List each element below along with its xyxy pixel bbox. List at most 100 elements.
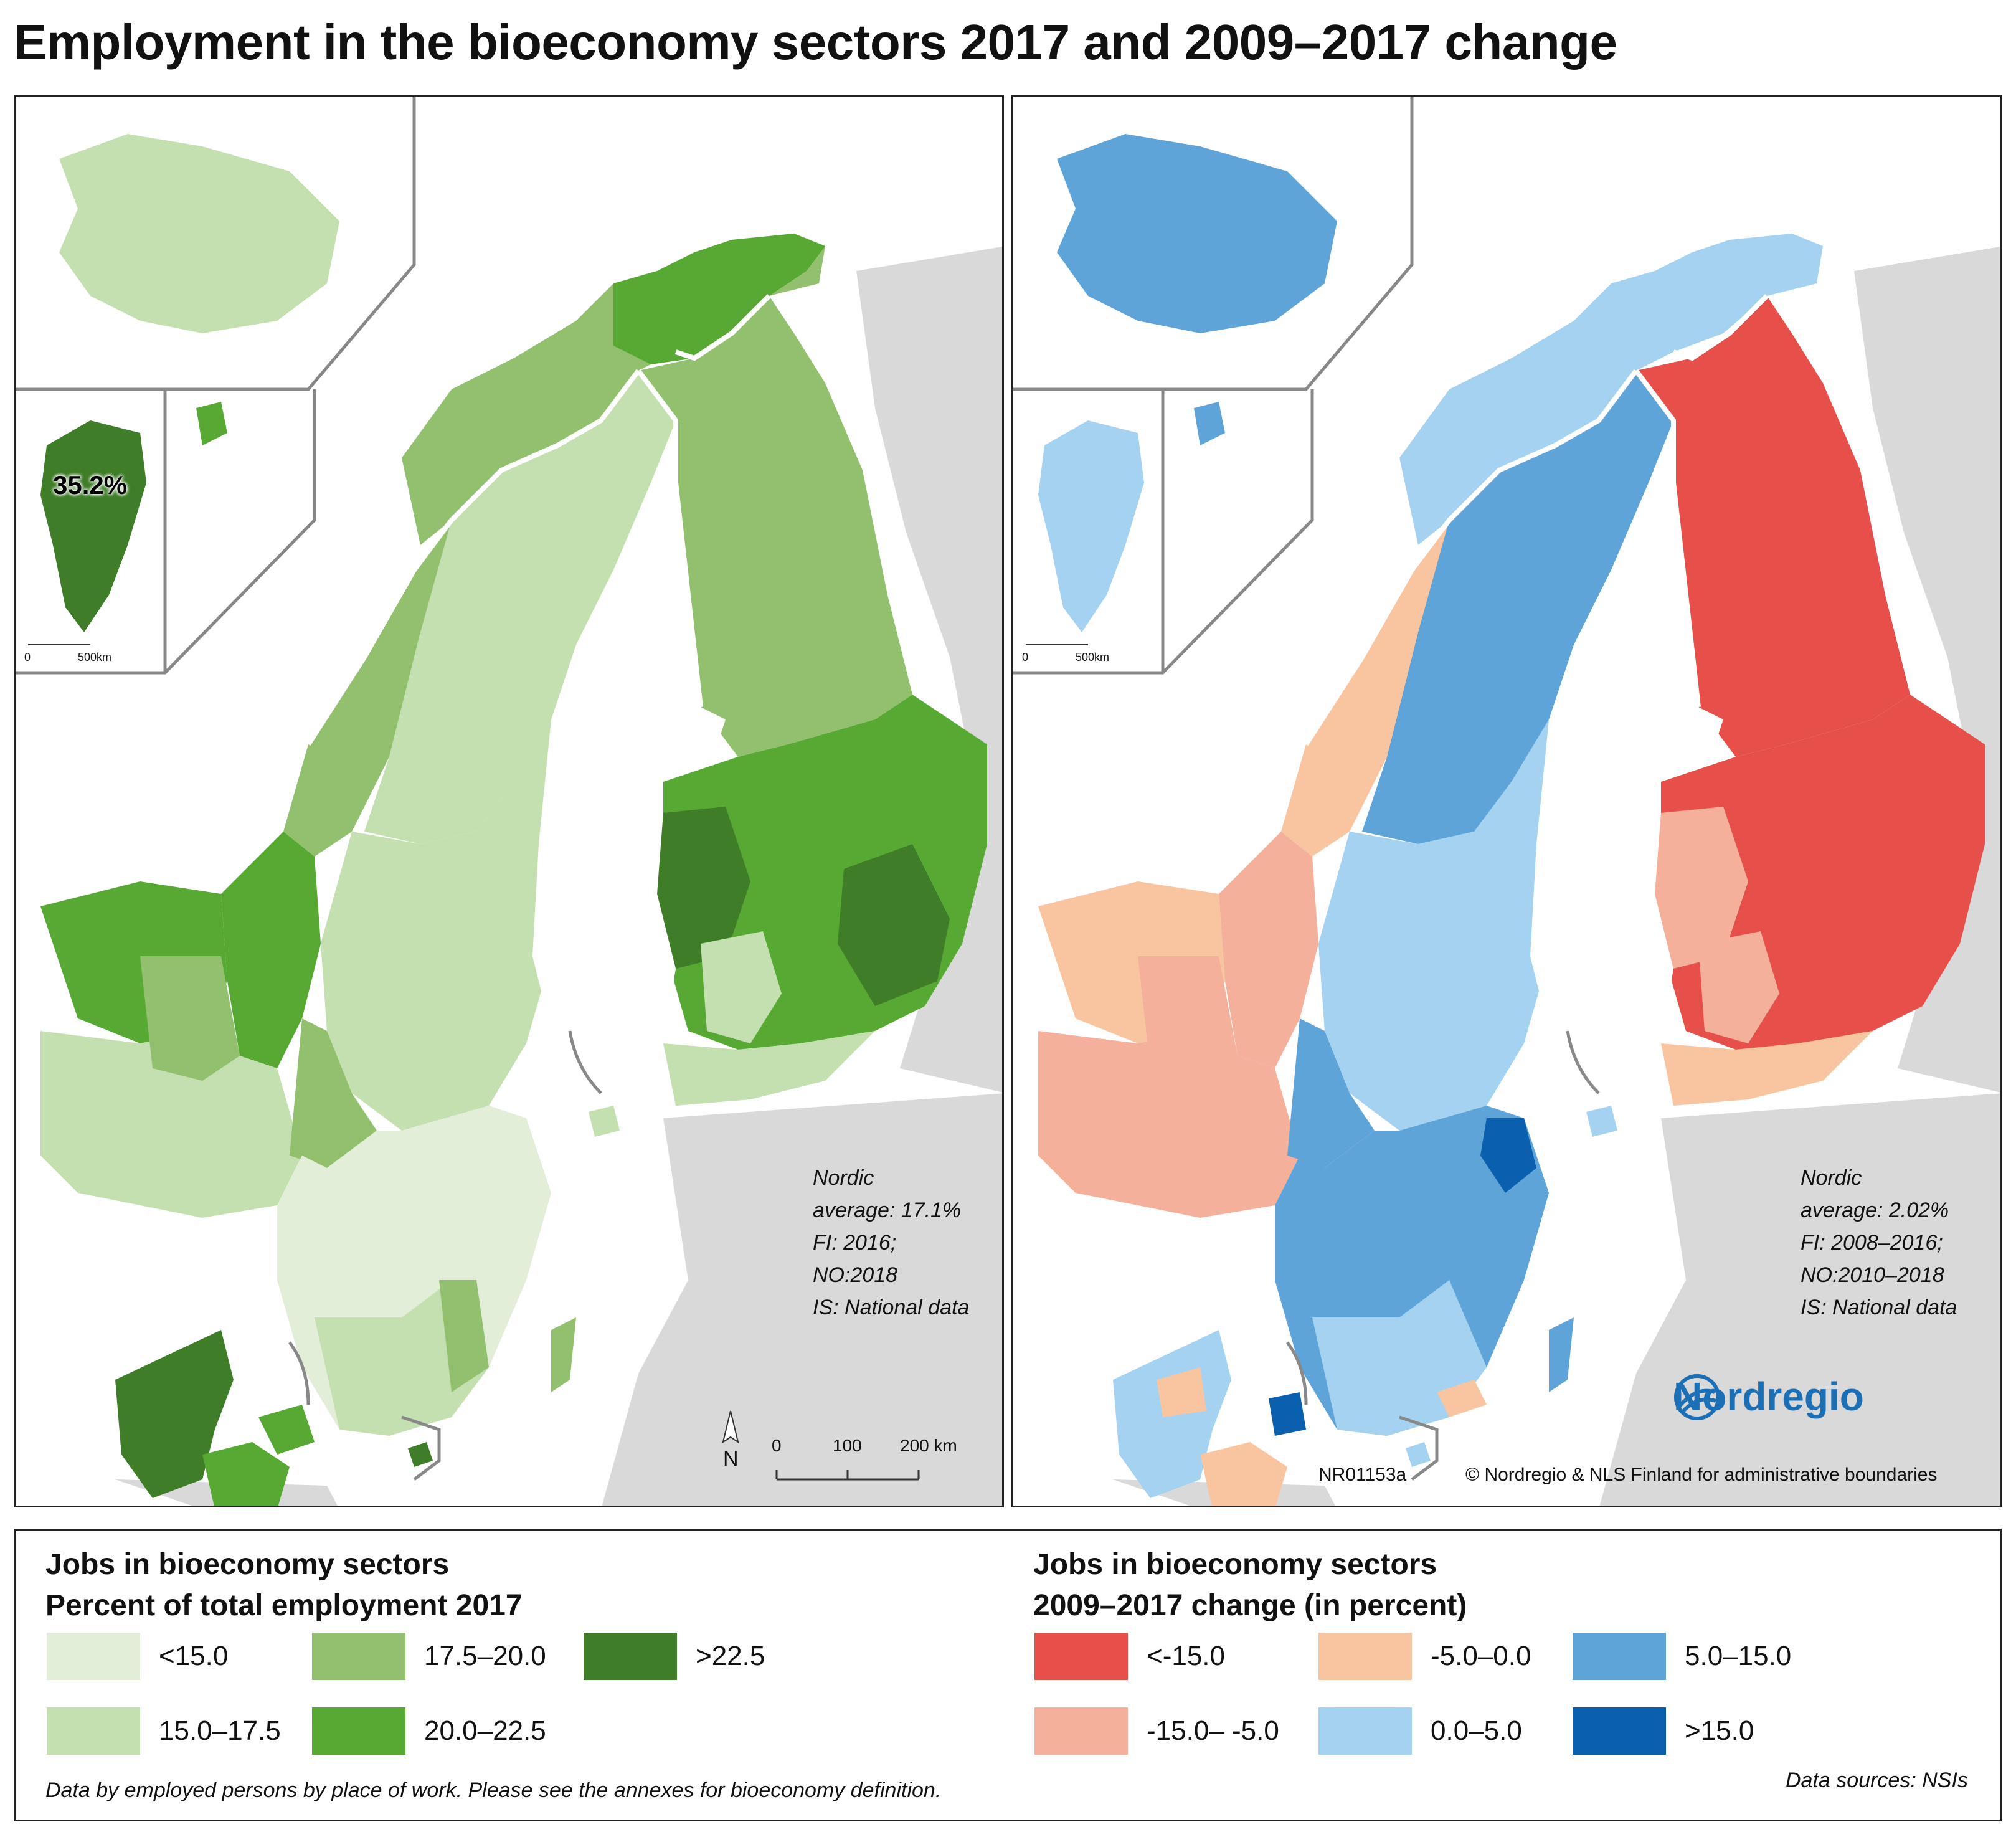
region-gotland bbox=[551, 1317, 576, 1392]
legend-item-15-17: 15.0–17.5 bbox=[47, 1707, 281, 1755]
region-norway-innlandet bbox=[140, 956, 240, 1081]
legend-item-15-5: -15.0– -5.0 bbox=[1034, 1707, 1279, 1755]
footnote-left: Data by employed persons by place of wor… bbox=[45, 1778, 942, 1802]
sea-line-1 bbox=[568, 1030, 602, 1094]
footnote-right: Data sources: NSIs bbox=[1786, 1768, 1968, 1792]
region-bornholm bbox=[408, 1442, 433, 1467]
inset-scale-label: 500km bbox=[78, 651, 112, 663]
legend-swatch bbox=[47, 1633, 140, 1680]
legend-right-title-line2: 2009–2017 change (in percent) bbox=[1033, 1589, 1467, 1622]
region-denmark-funen bbox=[258, 1405, 315, 1455]
region-denmark-islands bbox=[202, 1442, 290, 1506]
region-sweden-kalmar bbox=[1437, 1380, 1487, 1417]
nordregio-swoosh-icon bbox=[1674, 1374, 1720, 1420]
legend-swatch bbox=[312, 1707, 405, 1755]
region-sweden-central bbox=[321, 719, 576, 1131]
inset-scale-zero: 0 bbox=[24, 651, 31, 663]
border-finland-norway bbox=[674, 294, 771, 361]
change-map bbox=[1013, 97, 2000, 1506]
region-finland-savo bbox=[838, 844, 950, 1006]
legend-item-gt15: >15.0 bbox=[1573, 1707, 1754, 1755]
region-finland-pirkanmaa bbox=[1698, 931, 1779, 1043]
region-norway-innlandet bbox=[1138, 956, 1238, 1081]
inset-scale-label: 500km bbox=[1076, 651, 1110, 663]
region-finland-lapland bbox=[1636, 296, 1910, 757]
sea-line-2 bbox=[288, 1341, 310, 1405]
island-iceland bbox=[1057, 134, 1337, 333]
region-finland-south bbox=[663, 1031, 875, 1106]
legend-item-lt15: <15.0 bbox=[47, 1633, 228, 1680]
region-finland-ostrobothnia bbox=[1655, 807, 1748, 969]
legend-label: -5.0–0.0 bbox=[1431, 1641, 1531, 1671]
north-arrow-icon bbox=[722, 1410, 739, 1444]
legend-label: >15.0 bbox=[1685, 1716, 1754, 1746]
note-line: NO:2018 bbox=[813, 1263, 898, 1287]
region-denmark-capital bbox=[1269, 1392, 1306, 1436]
legend-swatch bbox=[1573, 1707, 1666, 1755]
legend: Jobs in bioeconomy sectors Percent of to… bbox=[14, 1529, 2002, 1821]
region-sweden-north bbox=[364, 371, 676, 844]
region-norway-finnmark bbox=[613, 234, 825, 364]
neighbour-land-baltics bbox=[602, 1093, 1002, 1506]
legend-swatch bbox=[1318, 1707, 1412, 1755]
region-sweden-kalmar bbox=[439, 1280, 489, 1392]
legend-label: 15.0–17.5 bbox=[159, 1716, 281, 1746]
legend-right-title: Jobs in bioeconomy sectors 2009–2017 cha… bbox=[1033, 1544, 1467, 1626]
legend-label: 17.5–20.0 bbox=[424, 1641, 546, 1671]
legend-left-title-line2: Percent of total employment 2017 bbox=[45, 1589, 523, 1622]
legend-label: >22.5 bbox=[696, 1641, 765, 1671]
island-greenland bbox=[40, 420, 146, 632]
neighbour-land-baltics bbox=[1599, 1093, 2000, 1506]
page-title: Employment in the bioeconomy sectors 201… bbox=[14, 14, 1617, 70]
region-sweden-central bbox=[1318, 719, 1574, 1131]
employment-map bbox=[16, 97, 1002, 1506]
region-finland-lapland bbox=[638, 296, 912, 757]
note-line: Nordic bbox=[813, 1166, 874, 1190]
scale-label-0: 0 bbox=[772, 1436, 782, 1455]
note-line: FI: 2008–2016; bbox=[1801, 1231, 1943, 1255]
region-finland-pirkanmaa bbox=[701, 931, 782, 1043]
inset-scale-zero: 0 bbox=[1022, 651, 1029, 663]
map-panel-employment-2017: 35.2% 0 500km Nordic average: 17.1% FI: … bbox=[14, 95, 1004, 1507]
legend-item-17-20: 17.5–20.0 bbox=[312, 1633, 546, 1680]
legend-swatch bbox=[584, 1633, 677, 1680]
region-sweden-stockholm bbox=[1480, 1118, 1536, 1193]
island-iceland bbox=[59, 134, 339, 333]
legend-label: 20.0–22.5 bbox=[424, 1716, 546, 1746]
legend-swatch bbox=[47, 1707, 140, 1755]
inset-frame-2 bbox=[1013, 389, 1314, 675]
island-greenland bbox=[1038, 420, 1144, 632]
note-line: Nordic bbox=[1801, 1166, 1862, 1190]
region-norway-south bbox=[40, 1031, 302, 1218]
nordregio-logo: Nordregio bbox=[1673, 1374, 1864, 1420]
nordic-average-note: Nordic average: 17.1% FI: 2016; NO:2018 … bbox=[813, 1162, 969, 1324]
north-label: N bbox=[723, 1447, 739, 1471]
region-gotland bbox=[1549, 1317, 1574, 1392]
map-id: NR01153a bbox=[1318, 1464, 1407, 1485]
region-sweden-jamtland bbox=[1287, 1018, 1375, 1168]
legend-label: <-15.0 bbox=[1147, 1641, 1225, 1671]
inset-frame-2 bbox=[16, 389, 316, 675]
legend-item-gt22: >22.5 bbox=[584, 1633, 765, 1680]
legend-label: -15.0– -5.0 bbox=[1147, 1716, 1279, 1746]
map-panel-change-2009-2017: 0 500km Nordic average: 2.02% FI: 2008–2… bbox=[1011, 95, 2002, 1507]
legend-left-title: Jobs in bioeconomy sectors Percent of to… bbox=[45, 1544, 523, 1626]
inset-frame bbox=[1013, 97, 1414, 391]
nordic-average-note: Nordic average: 2.02% FI: 2008–2016; NO:… bbox=[1801, 1162, 1957, 1324]
legend-label: 0.0–5.0 bbox=[1431, 1716, 1522, 1746]
legend-swatch bbox=[1318, 1633, 1412, 1680]
region-bornholm bbox=[1406, 1442, 1431, 1467]
legend-item-5-0: -5.0–0.0 bbox=[1318, 1633, 1531, 1680]
legend-left-title-line1: Jobs in bioeconomy sectors bbox=[45, 1548, 450, 1581]
region-norway-trondelag bbox=[221, 832, 321, 1068]
legend-item-0-5: 0.0–5.0 bbox=[1318, 1707, 1522, 1755]
legend-label: 5.0–15.0 bbox=[1685, 1641, 1792, 1671]
island-svalbard bbox=[196, 402, 227, 445]
legend-swatch bbox=[1034, 1707, 1128, 1755]
border-norway-sweden bbox=[306, 369, 641, 746]
greenland-value: 35.2% bbox=[53, 470, 128, 500]
region-denmark-central bbox=[1157, 1367, 1206, 1417]
scale-label-100: 100 bbox=[833, 1436, 862, 1455]
legend-swatch bbox=[1573, 1633, 1666, 1680]
legend-item-lt-15: <-15.0 bbox=[1034, 1633, 1225, 1680]
